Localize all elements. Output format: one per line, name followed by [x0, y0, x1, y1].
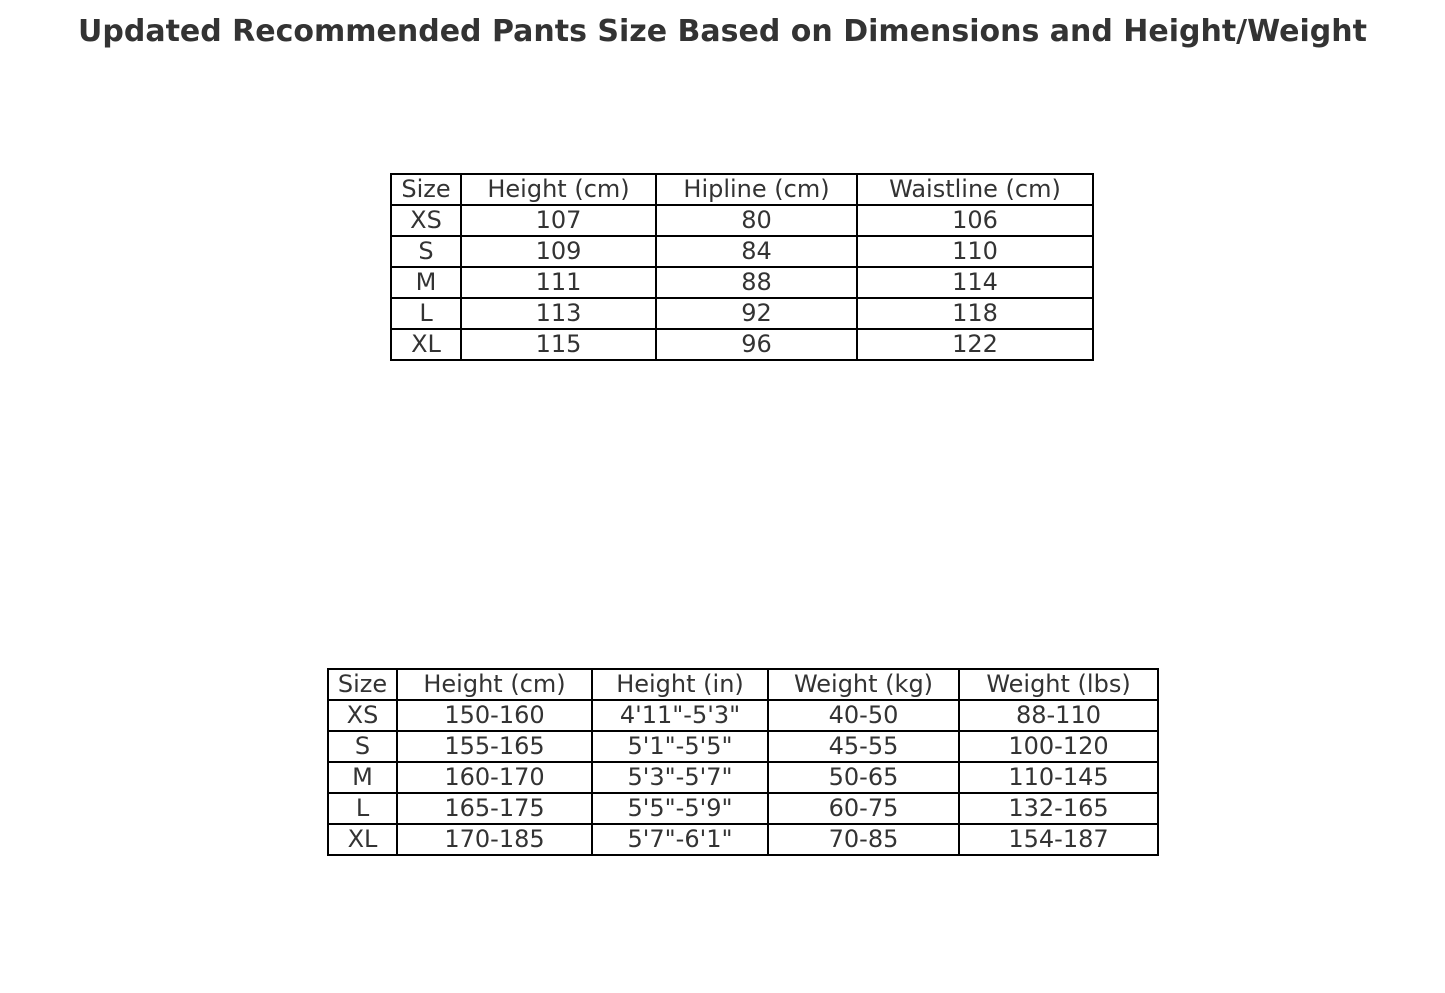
table-row: XL 115 96 122: [390, 328, 1094, 361]
table-cell: L: [390, 297, 462, 330]
table-cell: 5'3"-5'7": [591, 761, 769, 794]
table-cell: 114: [856, 266, 1094, 299]
column-header: Hipline (cm): [655, 173, 858, 206]
table-cell: 92: [655, 297, 858, 330]
figure-title: Updated Recommended Pants Size Based on …: [78, 14, 1367, 49]
table-cell: 111: [460, 266, 657, 299]
table-cell: 5'5"-5'9": [591, 792, 769, 825]
table-row: M 160-170 5'3"-5'7" 50-65 110-145: [327, 761, 1159, 794]
table-cell: 88-110: [958, 699, 1159, 732]
table-cell: 70-85: [767, 823, 960, 856]
table-cell: 155-165: [396, 730, 593, 763]
table-cell: 100-120: [958, 730, 1159, 763]
table-cell: 122: [856, 328, 1094, 361]
table-row: XS 150-160 4'11"-5'3" 40-50 88-110: [327, 699, 1159, 732]
table-row: L 113 92 118: [390, 297, 1094, 330]
table-cell: XS: [390, 204, 462, 237]
column-header: Weight (kg): [767, 668, 960, 701]
table-cell: L: [327, 792, 398, 825]
table-cell: XL: [327, 823, 398, 856]
table-cell: 150-160: [396, 699, 593, 732]
table-cell: 109: [460, 235, 657, 268]
column-header: Waistline (cm): [856, 173, 1094, 206]
table-cell: XS: [327, 699, 398, 732]
table-row: XL 170-185 5'7"-6'1" 70-85 154-187: [327, 823, 1159, 856]
table-cell: 5'7"-6'1": [591, 823, 769, 856]
table-cell: 110-145: [958, 761, 1159, 794]
table-cell: 107: [460, 204, 657, 237]
height-weight-table: Size Height (cm) Height (in) Weight (kg) Wei…: [327, 668, 1159, 856]
table-row: S 155-165 5'1"-5'5" 45-55 100-120: [327, 730, 1159, 763]
table-cell: 84: [655, 235, 858, 268]
table-cell: 50-65: [767, 761, 960, 794]
table-cell: 45-55: [767, 730, 960, 763]
table-row: L 165-175 5'5"-5'9" 60-75 132-165: [327, 792, 1159, 825]
table-cell: 154-187: [958, 823, 1159, 856]
table-cell: 96: [655, 328, 858, 361]
column-header: Size: [327, 668, 398, 701]
table-cell: 88: [655, 266, 858, 299]
column-header: Height (in): [591, 668, 769, 701]
table-cell: 118: [856, 297, 1094, 330]
table-cell: S: [327, 730, 398, 763]
table-cell: 4'11"-5'3": [591, 699, 769, 732]
table-cell: XL: [390, 328, 462, 361]
table-cell: 5'1"-5'5": [591, 730, 769, 763]
table-cell: 60-75: [767, 792, 960, 825]
table-cell: 113: [460, 297, 657, 330]
table-row: M 111 88 114: [390, 266, 1094, 299]
header-row: Size Height (cm) Hipline (cm) Waistline (cm…: [390, 173, 1094, 206]
table-cell: 132-165: [958, 792, 1159, 825]
table-cell: M: [327, 761, 398, 794]
table-cell: 40-50: [767, 699, 960, 732]
column-header: Height (cm): [396, 668, 593, 701]
table-cell: S: [390, 235, 462, 268]
column-header: Size: [390, 173, 462, 206]
table-cell: 170-185: [396, 823, 593, 856]
column-header: Weight (lbs): [958, 668, 1159, 701]
dimensions-table: Size Height (cm) Hipline (cm) Waistline (cm…: [390, 173, 1094, 361]
column-header: Height (cm): [460, 173, 657, 206]
table-row: XS 107 80 106: [390, 204, 1094, 237]
table-row: S 109 84 110: [390, 235, 1094, 268]
table-cell: 110: [856, 235, 1094, 268]
table-cell: 115: [460, 328, 657, 361]
table-cell: 160-170: [396, 761, 593, 794]
table-cell: 80: [655, 204, 858, 237]
table-cell: 165-175: [396, 792, 593, 825]
table-cell: 106: [856, 204, 1094, 237]
header-row: Size Height (cm) Height (in) Weight (kg) Wei…: [327, 668, 1159, 701]
table-cell: M: [390, 266, 462, 299]
